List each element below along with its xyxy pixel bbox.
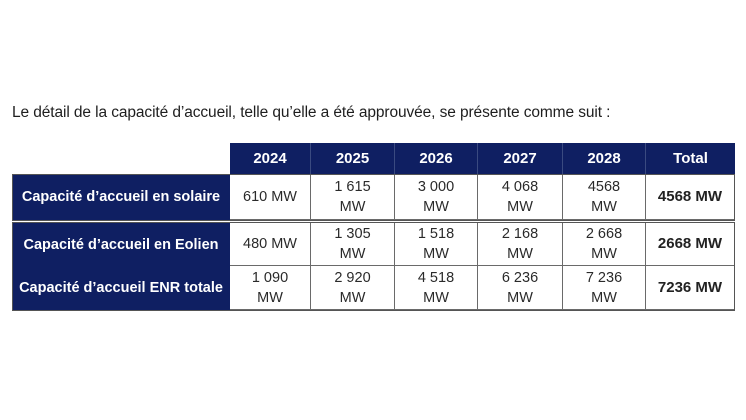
row-label-eolien: Capacité d’accueil en Eolien	[12, 223, 230, 266]
cell-eolien-2026: 1 518 MW	[395, 223, 478, 266]
cell-enr-2024: 1 090 MW	[230, 266, 311, 310]
cell-solaire-2024: 610 MW	[230, 174, 311, 220]
cell-enr-total: 7236 MW	[646, 266, 735, 310]
cell-solaire-2025: 1 615 MW	[311, 174, 395, 220]
cell-eolien-total: 2668 MW	[646, 223, 735, 266]
cell-eolien-2025: 1 305 MW	[311, 223, 395, 266]
header-2027: 2027	[478, 143, 563, 174]
cell-eolien-2028: 2 668 MW	[563, 223, 646, 266]
cell-enr-2025: 2 920 MW	[311, 266, 395, 310]
header-2025: 2025	[311, 143, 395, 174]
row-label-solaire: Capacité d’accueil en solaire	[12, 174, 230, 220]
cell-solaire-2027: 4 068 MW	[478, 174, 563, 220]
cell-enr-2028: 7 236 MW	[563, 266, 646, 310]
cell-eolien-2024: 480 MW	[230, 223, 311, 266]
cell-enr-2026: 4 518 MW	[395, 266, 478, 310]
header-2028: 2028	[563, 143, 646, 174]
cell-solaire-2026: 3 000 MW	[395, 174, 478, 220]
header-2026: 2026	[395, 143, 478, 174]
header-2024: 2024	[230, 143, 311, 174]
cell-eolien-2027: 2 168 MW	[478, 223, 563, 266]
intro-text: Le détail de la capacité d’accueil, tell…	[12, 104, 611, 121]
row-label-enr-totale: Capacité d’accueil ENR totale	[12, 266, 230, 310]
cell-solaire-2028: 4568 MW	[563, 174, 646, 220]
header-total: Total	[646, 143, 735, 174]
cell-solaire-total: 4568 MW	[646, 174, 735, 220]
cell-enr-2027: 6 236 MW	[478, 266, 563, 310]
